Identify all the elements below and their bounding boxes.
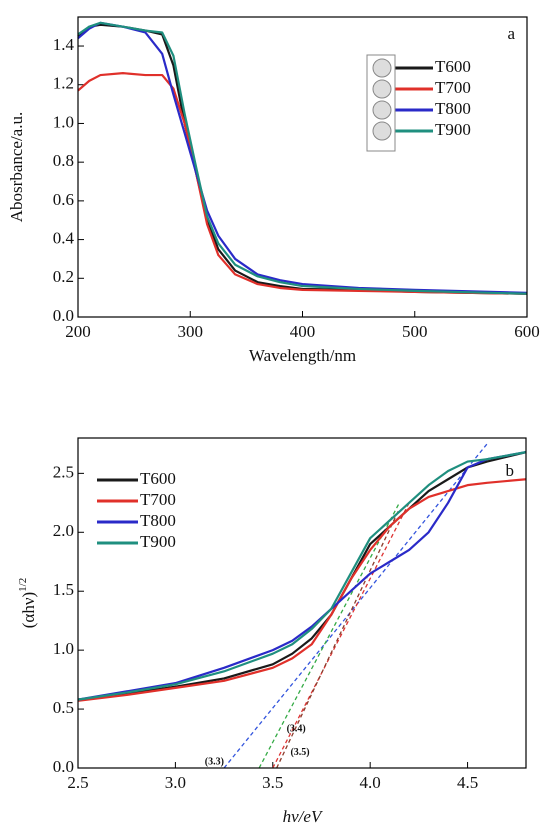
legend-label: T800 — [140, 511, 176, 530]
y-tick-label: 0.4 — [53, 228, 75, 247]
panel-label: b — [506, 461, 515, 480]
series-line — [77, 21, 528, 295]
y-axis-label: Abosrbance/a.u. — [7, 112, 26, 222]
x-tick-label: 200 — [65, 322, 91, 341]
annotation: (3.4) — [287, 723, 306, 734]
y-tick-label: 1.4 — [53, 35, 75, 54]
y-tick-label: 0.6 — [53, 190, 74, 209]
legend-label: T900 — [140, 532, 176, 551]
legend-box — [366, 54, 396, 152]
legend-icon — [372, 100, 392, 120]
x-tick-label: 3.0 — [165, 773, 186, 792]
y-tick-label: 0.2 — [53, 267, 74, 286]
y-tick-label: 0.0 — [53, 306, 74, 325]
plot-frame — [77, 16, 528, 318]
y-tick-label: 2.5 — [53, 462, 74, 481]
y-axis-label-sup: 1/2 — [17, 578, 29, 592]
panel-label: a — [507, 24, 515, 43]
y-tick-label: 1.0 — [53, 639, 74, 658]
x-tick-label: 2.5 — [67, 773, 88, 792]
x-tick-label: 500 — [402, 322, 428, 341]
x-tick-label: 4.5 — [457, 773, 478, 792]
plot-frame — [77, 437, 527, 769]
y-tick-label: 0.5 — [53, 698, 74, 717]
y-axis-label-main: Abosrbance/a.u. — [7, 112, 26, 222]
x-tick-label: 400 — [290, 322, 316, 341]
annotation: (3.3) — [205, 756, 224, 767]
tangent-line — [223, 443, 488, 769]
series-line — [77, 451, 527, 701]
tangent-line — [272, 502, 410, 769]
y-tick-label: 2.0 — [53, 521, 74, 540]
legend-label: T800 — [435, 99, 471, 118]
legend-label: T700 — [140, 490, 176, 509]
legend-label: T600 — [435, 57, 471, 76]
y-tick-label: 0.8 — [53, 151, 74, 170]
y-tick-label: 1.0 — [53, 112, 74, 131]
x-axis-label: hν/eV — [283, 807, 324, 826]
x-tick-label: 4.0 — [360, 773, 381, 792]
tangent-line — [258, 502, 400, 769]
annotation: (3.5) — [290, 747, 309, 758]
x-tick-label: 300 — [178, 322, 204, 341]
y-tick-label: 1.5 — [53, 580, 74, 599]
x-axis-label: Wavelength/nm — [249, 346, 356, 365]
legend-icon — [372, 121, 392, 141]
legend-label: T900 — [435, 120, 471, 139]
series-line — [77, 72, 528, 295]
legend-label: T600 — [140, 469, 176, 488]
y-tick-label: 0.0 — [53, 757, 74, 776]
legend-icon — [372, 79, 392, 99]
y-tick-label: 1.2 — [53, 74, 74, 93]
tangent-line — [276, 508, 400, 769]
legend-label: T700 — [435, 78, 471, 97]
y-axis-label: (αhν)1/2 — [17, 578, 38, 628]
legend-icon — [372, 58, 392, 78]
x-tick-label: 600 — [514, 322, 540, 341]
series-line — [77, 451, 527, 701]
x-tick-label: 3.5 — [262, 773, 283, 792]
y-axis-label-main: (αhν) — [19, 592, 38, 628]
